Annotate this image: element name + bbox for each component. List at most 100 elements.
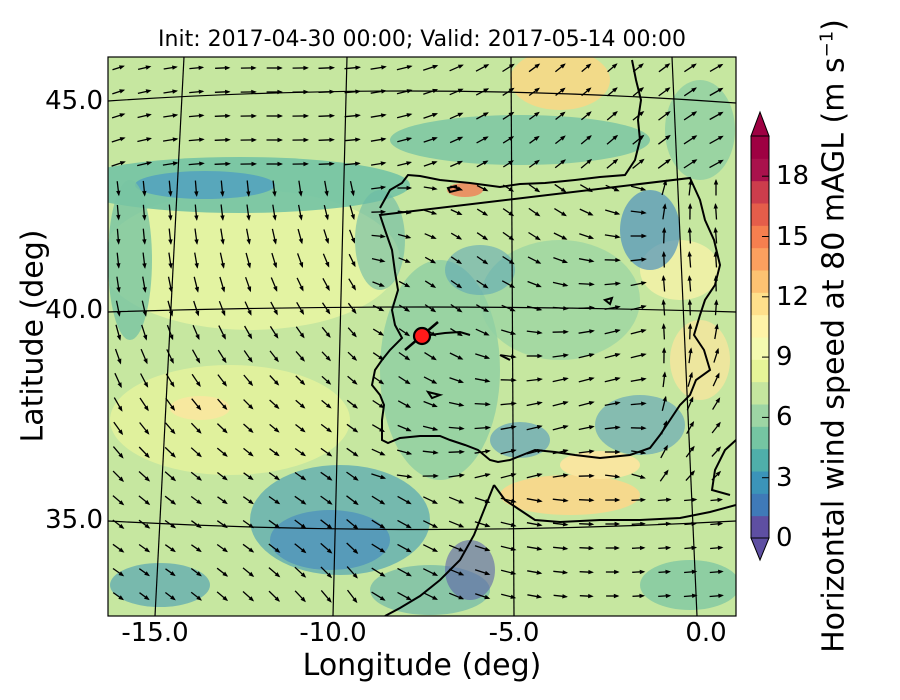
wind-arrow-head (299, 356, 305, 362)
wind-arrow-head (715, 446, 722, 452)
wind-arrow-head (563, 353, 569, 358)
wind-arrow-head (432, 571, 439, 576)
wind-arrow-head (713, 203, 718, 209)
wind-arrow-head (691, 497, 698, 502)
wind-arrow-head (589, 449, 595, 454)
wind-arrow-head (324, 214, 329, 221)
wind-arrow-head (118, 452, 124, 459)
wind-arrow-head (536, 498, 543, 503)
wind-arrow-head (221, 380, 227, 387)
wind-arrow-head (559, 111, 566, 117)
wind-arrow-head (303, 137, 309, 143)
wind-arrow-head (640, 521, 646, 527)
wind-arrow-head (484, 570, 491, 576)
wind-arrow-head (664, 87, 671, 93)
wind-arrow-head (587, 187, 593, 193)
wind-arrow-head (405, 499, 412, 505)
wind-arrow-head (299, 309, 305, 315)
wind-arrow-head (378, 355, 385, 361)
wind-arrow-head (404, 355, 411, 361)
wind-arrow-head (300, 596, 306, 603)
wind-arrow-head (194, 215, 199, 221)
wind-arrow-head (536, 546, 543, 551)
wind-arrow-head (406, 161, 412, 166)
wind-arrow-head (406, 450, 413, 455)
wind-arrow-head (586, 158, 593, 165)
wind-arrow-head (222, 404, 228, 410)
wind-arrow-head (534, 187, 541, 193)
colorbar-band (751, 292, 769, 316)
wind-arrow-head (484, 354, 491, 359)
wind-arrow-head (246, 215, 251, 221)
wind-arrow-head (325, 355, 331, 362)
wind-arrow-head (614, 569, 620, 575)
wind-arrow-head (329, 161, 335, 166)
wind-arrow-head (222, 475, 228, 481)
wind-arrow-head (326, 427, 332, 433)
wind-arrow-head (118, 476, 124, 482)
wind-arrow-head (300, 523, 307, 529)
wind-arrow-head (458, 378, 464, 384)
wind-arrow-head (510, 449, 517, 454)
wind-arrow-head (638, 63, 644, 69)
wind-arrow-head (534, 87, 540, 93)
wind-arrow-head (144, 547, 151, 553)
wind-arrow-head (351, 355, 358, 361)
wind-arrow-head (537, 377, 543, 382)
wind-arrow-head (689, 470, 695, 476)
wind-arrow-head (661, 227, 667, 233)
wind-arrow-head (640, 497, 646, 503)
wind-arrow-head (665, 593, 672, 599)
wind-arrow-head (614, 497, 621, 503)
wind-arrow-head (614, 474, 621, 479)
wind-arrow-head (273, 356, 279, 363)
wind-arrow-head (144, 452, 150, 459)
wind-arrow-head (326, 597, 332, 603)
wind-arrow-head (560, 63, 566, 69)
wind-arrow-head (482, 160, 489, 165)
wind-arrow-head (145, 65, 152, 70)
wind-arrow-head (380, 209, 387, 215)
wind-arrow-head (298, 214, 303, 221)
wind-arrow-head (378, 306, 385, 312)
wind-arrow-head (195, 357, 201, 364)
wind-arrow-head (432, 450, 439, 455)
wind-arrow-head (661, 251, 667, 257)
wind-arrow-head (355, 89, 361, 94)
wind-arrow-head (246, 238, 251, 245)
wind-arrow-head (432, 426, 439, 431)
wind-arrow-head (484, 473, 491, 478)
wind-arrow-head (146, 113, 152, 118)
wind-arrow-head (613, 593, 620, 599)
wind-arrow-head (143, 405, 149, 412)
wind-arrow-head (689, 396, 694, 403)
wind-arrow-head (715, 470, 722, 477)
wind-arrow-head (248, 571, 255, 577)
wind-arrow-head (251, 65, 257, 71)
wind-arrow-head (537, 353, 543, 359)
wind-arrow-head (510, 473, 517, 478)
wind-arrow-head (142, 287, 147, 293)
wind-arrow-head (117, 405, 123, 412)
wind-arrow-head (640, 210, 647, 215)
wind-arrow-head (303, 113, 309, 119)
y-tick-label: 45.0 (45, 86, 103, 116)
wind-arrow-head (665, 545, 672, 551)
wind-arrow-head (559, 87, 566, 93)
wind-arrow-head (352, 573, 358, 579)
y-tick-label: 35.0 (45, 505, 103, 535)
wind-arrow-head (717, 87, 724, 93)
wind-arrow-head (405, 403, 412, 408)
wind-arrow-head (405, 523, 412, 529)
wind-arrow-head (432, 64, 439, 70)
wind-arrow-head (273, 333, 279, 339)
wind-arrow-head (351, 261, 356, 268)
wind-arrow-head (508, 87, 515, 93)
wind-arrow-head (457, 112, 464, 117)
wind-arrow-head (353, 500, 359, 506)
wind-arrow-head (508, 160, 514, 165)
wind-arrow-head (222, 595, 229, 602)
wind-arrow-head (714, 299, 719, 305)
wind-arrow-head (563, 498, 569, 503)
wind-arrow-head (325, 285, 330, 292)
